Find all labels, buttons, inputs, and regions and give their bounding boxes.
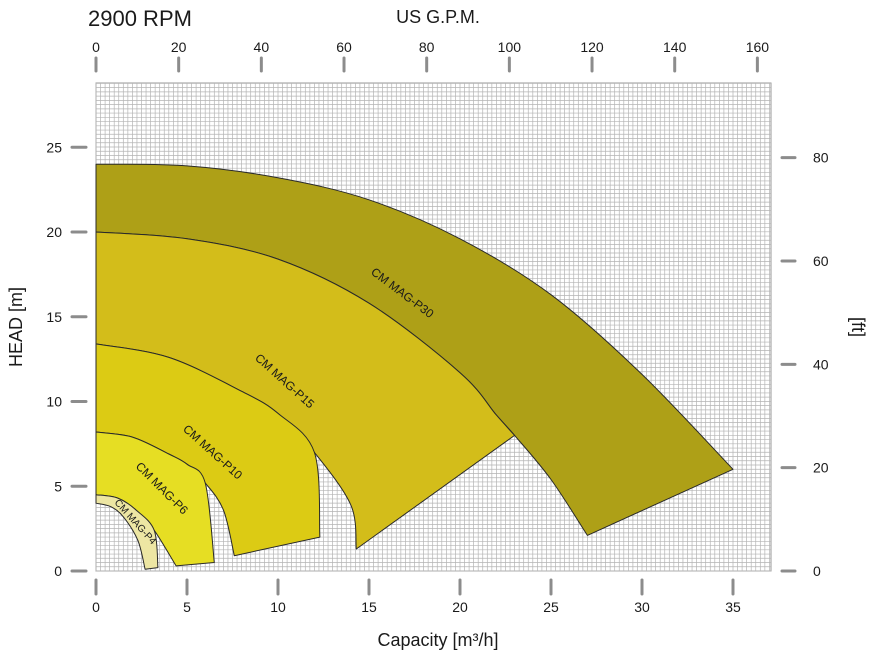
- axes: 0 5 10 15 20 25 30 35 0 20 40 60 80 100 120 140 160 0 5 10 1…: [46, 39, 828, 615]
- top-tick-label: 80: [419, 39, 435, 55]
- y-tick-label: 15: [46, 309, 62, 325]
- x-axis-title: Capacity [m³/h]: [377, 630, 498, 650]
- y-tick-label: 0: [54, 563, 62, 579]
- x-tick-label: 25: [543, 599, 559, 615]
- top-tick-label: 160: [746, 39, 770, 55]
- y-tick-label: 25: [46, 139, 62, 155]
- x-tick-label: 5: [183, 599, 191, 615]
- pump-areas: [95, 163, 734, 570]
- y2-axis-title: [ft]: [848, 317, 868, 337]
- y-tick-label: 5: [54, 478, 62, 494]
- y2-tick-label: 20: [813, 460, 829, 476]
- y2-tick-label: 60: [813, 253, 829, 269]
- y-tick-label: 20: [46, 224, 62, 240]
- top-tick-label: 140: [663, 39, 687, 55]
- top-tick-label: 100: [498, 39, 522, 55]
- x-tick-label: 10: [270, 599, 286, 615]
- y2-tick-label: 40: [813, 356, 829, 372]
- x-tick-label: 20: [452, 599, 468, 615]
- top-tick-label: 0: [92, 39, 100, 55]
- top-axis-title: US G.P.M.: [396, 7, 480, 27]
- y2-tick-label: 80: [813, 150, 829, 166]
- x-tick-label: 15: [361, 599, 377, 615]
- area-cm-mag-p4: [95, 494, 159, 570]
- y-axis-title: HEAD [m]: [6, 287, 26, 367]
- y-tick-label: 10: [46, 394, 62, 410]
- x-tick-label: 30: [634, 599, 650, 615]
- top-tick-label: 120: [580, 39, 604, 55]
- top-tick-label: 60: [336, 39, 352, 55]
- y2-tick-label: 0: [813, 563, 821, 579]
- top-tick-label: 40: [254, 39, 270, 55]
- x-tick-label: 35: [725, 599, 741, 615]
- rpm-label: 2900 RPM: [88, 6, 192, 31]
- x-tick-label: 0: [92, 599, 100, 615]
- top-tick-label: 20: [171, 39, 187, 55]
